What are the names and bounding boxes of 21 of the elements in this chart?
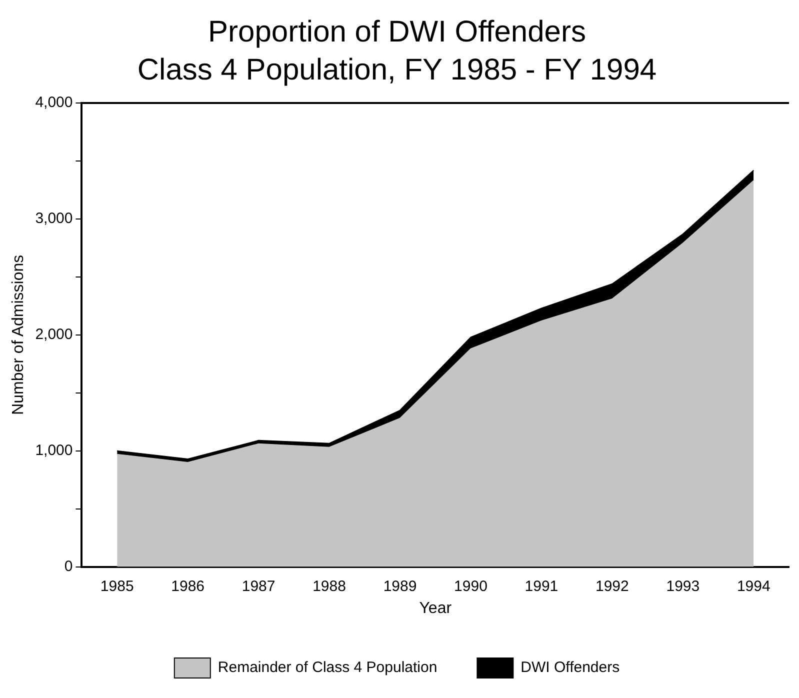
- legend-label: Remainder of Class 4 Population: [218, 659, 438, 676]
- x-tick-label: 1989: [383, 578, 417, 595]
- x-axis-title: Year: [419, 600, 452, 617]
- x-tick-label: 1988: [312, 578, 346, 595]
- x-tick-label: 1993: [666, 578, 700, 595]
- chart-subtitle: Class 4 Population, FY 1985 - FY 1994: [137, 53, 657, 86]
- x-tick-label: 1991: [524, 578, 558, 595]
- y-tick-label: 3,000: [35, 210, 73, 228]
- y-tick-label: 4,000: [35, 94, 73, 112]
- y-tick-label: 1,000: [35, 442, 73, 459]
- x-tick-label: 1990: [454, 578, 488, 595]
- chart-title: Proportion of DWI Offenders: [208, 15, 586, 48]
- legend-label: DWI Offenders: [520, 659, 620, 676]
- y-tick-label: 0: [64, 558, 73, 575]
- y-axis-title: Number of Admissions: [10, 254, 28, 415]
- y-tick-label: 2,000: [35, 326, 73, 344]
- x-tick-label: 1985: [100, 578, 134, 595]
- x-tick-label: 1986: [171, 578, 205, 595]
- x-tick-label: 1992: [595, 578, 629, 595]
- x-tick-label: 1987: [242, 578, 276, 595]
- x-tick-label: 1994: [736, 578, 770, 595]
